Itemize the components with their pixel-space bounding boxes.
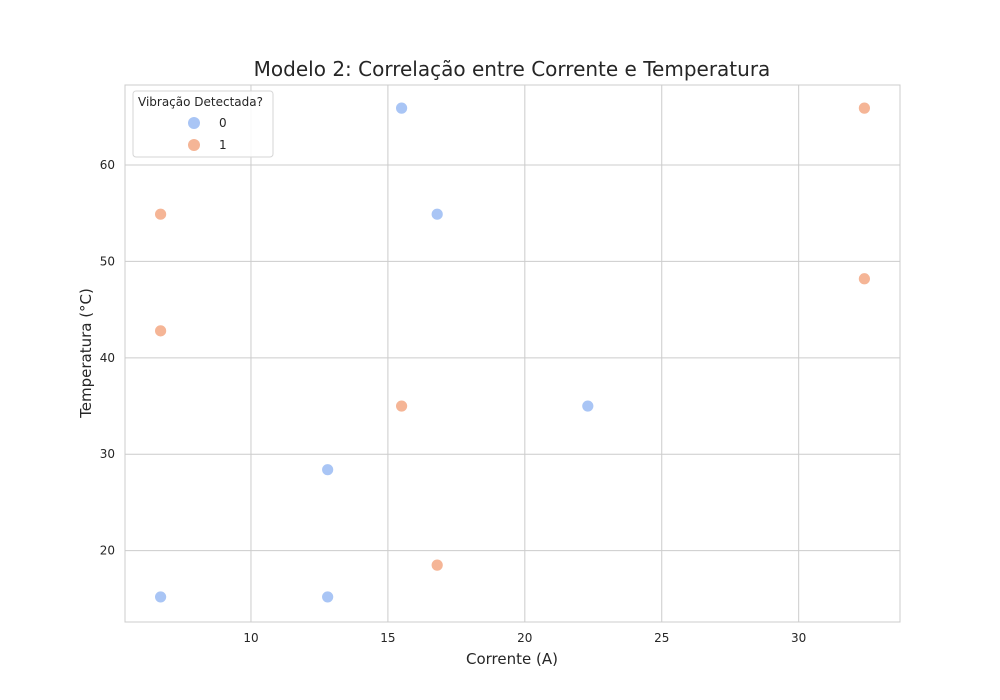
data-point-series-1 xyxy=(857,272,871,286)
legend-box xyxy=(132,90,274,158)
data-point-series-0 xyxy=(395,101,408,115)
y-tick-label: 60 xyxy=(100,158,115,172)
data-points xyxy=(154,101,871,604)
y-axis-label: Temperatura (°C) xyxy=(77,288,95,419)
chart-title: Modelo 2: Correlação entre Corrente e Te… xyxy=(254,57,771,81)
data-point-series-1 xyxy=(395,399,408,413)
x-tick-label: 20 xyxy=(517,631,532,645)
legend: Vibração Detectada? 0 1 xyxy=(132,90,274,158)
data-point-series-1 xyxy=(857,101,871,115)
data-point-series-0 xyxy=(154,590,168,604)
data-point-series-0 xyxy=(430,207,444,221)
plot-frame xyxy=(124,84,901,623)
x-axis-ticks: 10 15 20 25 30 xyxy=(243,631,806,645)
y-tick-label: 30 xyxy=(100,447,115,461)
y-axis-ticks: 20 30 40 50 60 xyxy=(100,158,115,558)
x-tick-label: 25 xyxy=(654,631,669,645)
legend-label-0: 0 xyxy=(219,116,227,130)
data-point-series-1 xyxy=(154,324,168,338)
data-point-series-1 xyxy=(154,207,168,221)
grid xyxy=(125,85,900,622)
data-point-series-0 xyxy=(321,463,335,477)
y-tick-label: 40 xyxy=(100,351,115,365)
data-point-series-1 xyxy=(430,558,444,572)
y-tick-label: 20 xyxy=(100,544,115,558)
legend-label-1: 1 xyxy=(219,138,227,152)
legend-marker-1 xyxy=(188,139,200,151)
x-tick-label: 15 xyxy=(380,631,395,645)
data-point-series-0 xyxy=(321,590,335,604)
x-axis-label: Corrente (A) xyxy=(466,650,558,668)
x-tick-label: 30 xyxy=(791,631,806,645)
y-tick-label: 50 xyxy=(100,254,115,268)
legend-marker-0 xyxy=(188,117,200,129)
data-point-series-0 xyxy=(581,399,595,413)
legend-title: Vibração Detectada? xyxy=(138,95,263,109)
x-tick-label: 10 xyxy=(243,631,258,645)
